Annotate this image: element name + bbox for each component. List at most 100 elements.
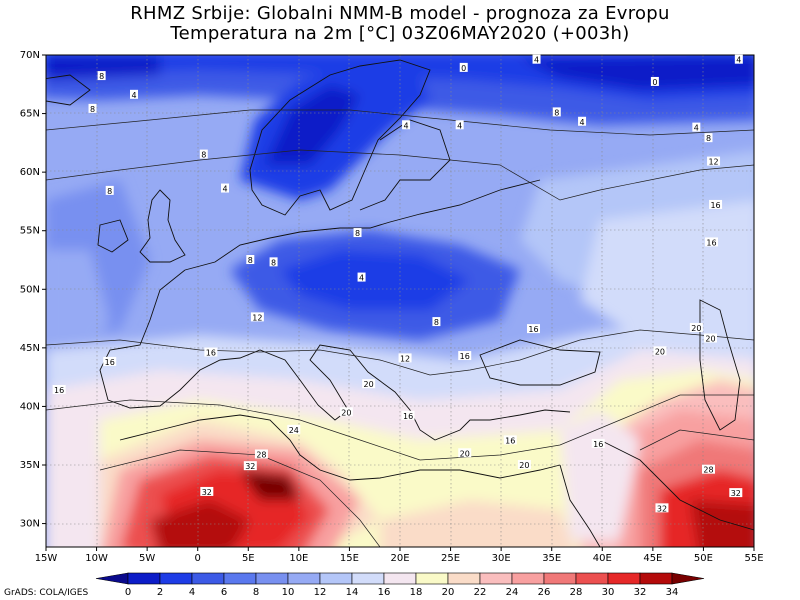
contour-label-box bbox=[704, 333, 718, 343]
lat-tick-label: 60N bbox=[20, 167, 40, 178]
contour-label-box bbox=[250, 312, 264, 322]
isotherms bbox=[46, 109, 754, 547]
lat-tick-label: 40N bbox=[20, 401, 40, 412]
map-subtitle: Temperatura na 2m [°C] 03Z06MAY2020 (+00… bbox=[170, 23, 630, 44]
contour-label-box bbox=[701, 464, 715, 474]
contour-label-box bbox=[532, 54, 541, 64]
contour-label: 4 bbox=[457, 121, 462, 130]
contour-label: 32 bbox=[731, 489, 741, 498]
contour-label: 8 bbox=[355, 229, 360, 238]
contour-label: 16 bbox=[460, 352, 470, 361]
contour-label: 8 bbox=[107, 187, 112, 196]
contour-label-box bbox=[578, 116, 587, 126]
lon-tick-label: 25E bbox=[441, 553, 460, 564]
contour-label-box bbox=[199, 149, 208, 159]
colorbar-label: 32 bbox=[634, 587, 647, 598]
colorbar-swatch bbox=[511, 572, 545, 585]
contour-label-box bbox=[653, 346, 667, 356]
colorbar-label: 16 bbox=[378, 587, 391, 598]
contour-label: 28 bbox=[256, 450, 266, 459]
contour-label: 32 bbox=[202, 488, 212, 497]
lat-tick-label: 30N bbox=[20, 519, 40, 530]
contour-label-box bbox=[287, 424, 301, 434]
contour-label: 20 bbox=[341, 408, 351, 417]
contour-label: 16 bbox=[528, 325, 538, 334]
contour-label-box bbox=[269, 257, 278, 267]
contour-label-box bbox=[243, 461, 257, 471]
contour-label: 4 bbox=[131, 91, 136, 100]
lon-tick-label: 55E bbox=[744, 553, 763, 564]
lon-tick-label: 10E bbox=[289, 553, 308, 564]
contour-label: 16 bbox=[54, 386, 64, 395]
contour-label-box bbox=[704, 133, 713, 143]
contour-label-box bbox=[458, 351, 472, 361]
colorbar-label: 34 bbox=[666, 587, 679, 598]
contour-label-box bbox=[254, 449, 268, 459]
contour-label: 0 bbox=[461, 64, 466, 73]
contour-label: 8 bbox=[99, 72, 104, 81]
contour-label-box bbox=[401, 410, 415, 420]
colorbar-label: 24 bbox=[506, 587, 519, 598]
colorbar-label: 8 bbox=[253, 587, 259, 598]
colorbar-swatch bbox=[319, 572, 353, 585]
colorbar: 0 2 4 6 8 10 12 14 16 18 20 22 24 26 28 30 32 34 bbox=[95, 572, 705, 598]
colorbar-swatch bbox=[223, 572, 257, 585]
lat-tick-label: 35N bbox=[20, 460, 40, 471]
colorbar-swatch bbox=[575, 572, 609, 585]
colorbar-label: 4 bbox=[189, 587, 195, 598]
contour-label: 8 bbox=[201, 151, 206, 160]
contour-label: 8 bbox=[554, 108, 559, 117]
lon-tick-label: 45E bbox=[643, 553, 662, 564]
contour-label-box bbox=[52, 385, 66, 395]
colorbar-swatch bbox=[479, 572, 513, 585]
colorbar-label: 6 bbox=[221, 587, 227, 598]
contour-label: 32 bbox=[245, 462, 255, 471]
contour-label: 24 bbox=[289, 426, 299, 435]
lon-tick-label: 5E bbox=[242, 553, 255, 564]
lon-tick-label: 30E bbox=[492, 553, 511, 564]
colorbar-swatch bbox=[191, 572, 225, 585]
contour-label-box bbox=[734, 54, 743, 64]
colorbar-label: 2 bbox=[157, 587, 163, 598]
colorbar-swatch bbox=[127, 572, 161, 585]
contour-label: 4 bbox=[694, 124, 699, 133]
colorbar-swatch bbox=[607, 572, 641, 585]
contour-label: 4 bbox=[736, 56, 741, 65]
contour-label: 20 bbox=[691, 324, 701, 333]
colorbar-swatch bbox=[255, 572, 289, 585]
contour-label-box bbox=[398, 353, 412, 363]
contour-label: 16 bbox=[710, 201, 720, 210]
contour-label: 20 bbox=[519, 461, 529, 470]
colorbar-label: 18 bbox=[410, 587, 423, 598]
colorbar-swatch bbox=[447, 572, 481, 585]
colorbar-swatch bbox=[351, 572, 385, 585]
contour-label-box bbox=[105, 185, 114, 195]
coastlines bbox=[46, 59, 754, 547]
lat-tick-label: 55N bbox=[20, 226, 40, 237]
colorbar-label: 22 bbox=[474, 587, 487, 598]
colorbar-label: 14 bbox=[346, 587, 359, 598]
lat-tick-label: 70N bbox=[20, 50, 40, 61]
contour-label-box bbox=[591, 438, 605, 448]
contour-label-box bbox=[204, 347, 218, 357]
contour-label-box bbox=[246, 255, 255, 264]
contour-label-box bbox=[221, 183, 230, 193]
contour-label: 8 bbox=[271, 258, 276, 267]
colorbar-label: 0 bbox=[125, 587, 131, 598]
contour-label-box bbox=[129, 89, 138, 99]
contour-label-box bbox=[655, 503, 669, 513]
contour-label: 8 bbox=[248, 256, 253, 265]
contour-label: 4 bbox=[359, 274, 364, 283]
temperature-field bbox=[46, 55, 754, 547]
lon-tick-label: 10W bbox=[85, 553, 108, 564]
contour-label-box bbox=[707, 156, 721, 166]
contour-label: 20 bbox=[705, 334, 715, 343]
contour-label: 4 bbox=[404, 121, 409, 130]
lon-tick-label: 50E bbox=[694, 553, 713, 564]
lon-tick-label: 40E bbox=[593, 553, 612, 564]
longitude-ticks: 15W 10W 5W 0 5E 10E 15E 20E 25E 30E 35E 40E 45E 50E 55… bbox=[35, 547, 764, 564]
contour-label: 4 bbox=[222, 185, 227, 194]
contour-label: 16 bbox=[403, 412, 413, 421]
contour-label-box bbox=[517, 460, 531, 469]
